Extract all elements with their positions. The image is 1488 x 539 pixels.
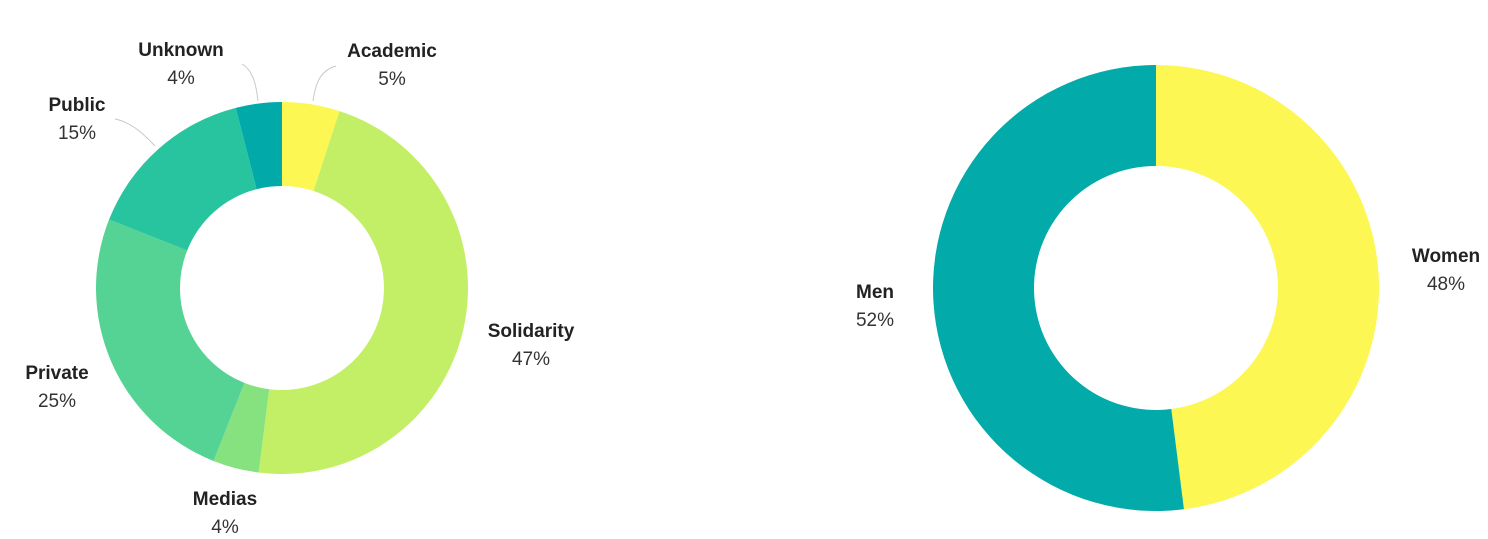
slice-value-private: 25%	[38, 391, 76, 412]
sector-donut-chart: Academic 5% Solidarity 47% Medias 4% Private 25…	[25, 40, 574, 538]
donut-slice-men	[933, 65, 1184, 511]
slice-value-women: 48%	[1427, 274, 1465, 295]
slice-value-unknown: 4%	[167, 68, 195, 89]
slice-label-women: Women	[1412, 246, 1480, 267]
slice-value-academic: 5%	[378, 69, 406, 90]
slice-value-men: 52%	[856, 310, 894, 331]
slice-label-men: Men	[856, 282, 894, 303]
leader-line-academic	[312, 65, 337, 102]
slice-label-solidarity: Solidarity	[488, 321, 575, 342]
donut-slice-medias	[213, 382, 270, 473]
leader-line-public	[114, 118, 156, 147]
donut-slice-women	[1156, 65, 1380, 510]
slice-value-medias: 4%	[211, 517, 239, 538]
slice-value-solidarity: 47%	[512, 349, 550, 370]
donut-slice-academic	[282, 102, 340, 191]
slice-label-public: Public	[48, 95, 105, 116]
slice-value-public: 15%	[58, 123, 96, 144]
slice-label-unknown: Unknown	[138, 40, 224, 61]
slice-label-medias: Medias	[193, 489, 257, 510]
donut-slice-solidarity	[258, 111, 469, 474]
donut-slice-public	[109, 107, 257, 251]
donut-slice-private	[96, 219, 245, 461]
donut-slice-unknown	[235, 102, 282, 190]
slice-label-academic: Academic	[347, 41, 437, 62]
slice-label-private: Private	[25, 363, 88, 384]
leader-line-unknown	[241, 63, 259, 102]
gender-donut-chart: Women 48% Men 52%	[856, 65, 1480, 511]
